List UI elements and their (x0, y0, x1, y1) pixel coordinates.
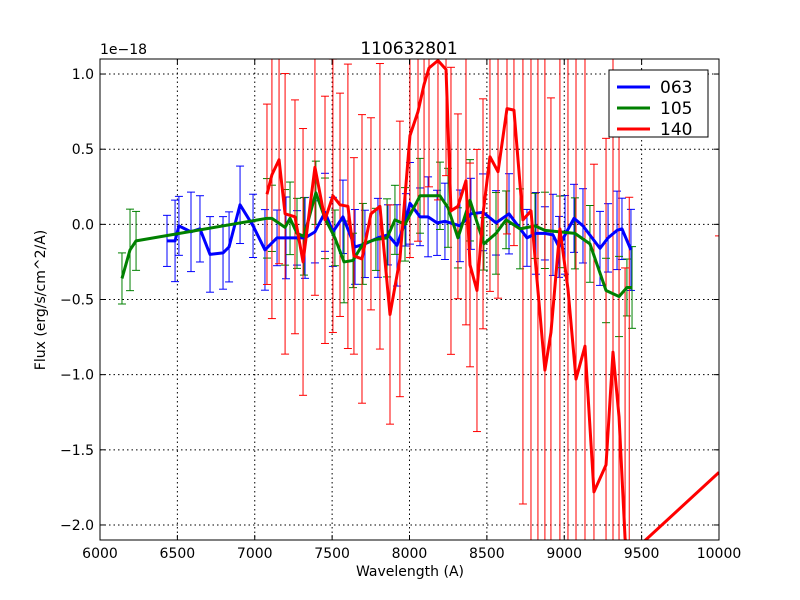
x-tick-label: 6000 (82, 546, 118, 562)
y-tick-label: 0.5 (72, 142, 94, 158)
y-tick-label: 1.0 (72, 67, 94, 83)
x-tick-label: 9500 (624, 546, 660, 562)
y-tick-label: −1.0 (60, 368, 94, 384)
x-tick-label: 8000 (392, 546, 428, 562)
legend-label-063: 063 (660, 78, 692, 98)
y-tick-label: −1.5 (60, 443, 94, 459)
offset-text: 1e−18 (100, 42, 147, 58)
chart-title: 110632801 (360, 39, 457, 59)
x-tick-label: 9000 (546, 546, 582, 562)
x-tick-label: 7500 (314, 546, 350, 562)
x-tick-label: 8500 (469, 546, 505, 562)
x-tick-label: 10000 (697, 546, 742, 562)
y-tick-label: −0.5 (60, 293, 94, 309)
y-tick-label: −2.0 (60, 518, 94, 534)
legend-label-140: 140 (660, 120, 692, 140)
y-axis-label: Flux (erg/s/cm^2/A) (33, 230, 49, 370)
x-tick-label: 7000 (237, 546, 273, 562)
x-axis-label: Wavelength (A) (356, 564, 464, 580)
y-tick-label: 0.0 (72, 217, 94, 233)
x-tick-label: 6500 (160, 546, 196, 562)
legend-label-105: 105 (660, 99, 692, 119)
